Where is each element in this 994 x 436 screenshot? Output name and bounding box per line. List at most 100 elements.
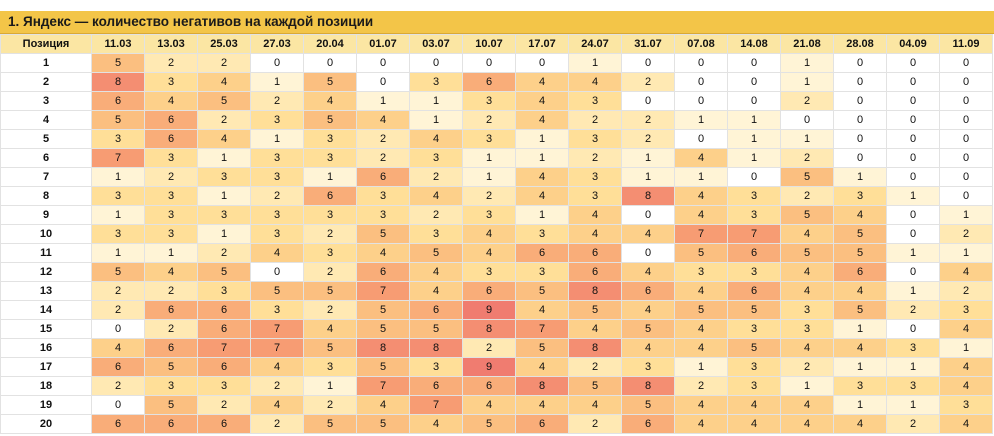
- cell-value[interactable]: 2: [568, 148, 622, 168]
- cell-value[interactable]: 6: [462, 281, 516, 301]
- cell-value[interactable]: 4: [939, 357, 993, 377]
- row-position-label[interactable]: 4: [0, 110, 92, 130]
- cell-value[interactable]: 3: [303, 357, 357, 377]
- cell-value[interactable]: 6: [144, 129, 198, 149]
- cell-value[interactable]: 3: [780, 300, 834, 320]
- header-date[interactable]: 17.07: [515, 34, 569, 54]
- cell-value[interactable]: 4: [144, 91, 198, 111]
- cell-value[interactable]: 1: [409, 110, 463, 130]
- cell-value[interactable]: 2: [462, 110, 516, 130]
- sheet-title-bar[interactable]: 1. Яндекс — количество негативов на кажд…: [0, 11, 994, 34]
- header-date[interactable]: 04.09: [886, 34, 940, 54]
- cell-value[interactable]: 4: [462, 395, 516, 415]
- cell-value[interactable]: 2: [409, 167, 463, 187]
- cell-value[interactable]: 8: [621, 376, 675, 396]
- cell-value[interactable]: 3: [356, 186, 410, 206]
- cell-value[interactable]: 6: [621, 281, 675, 301]
- cell-value[interactable]: 7: [197, 338, 251, 358]
- cell-value[interactable]: 5: [303, 338, 357, 358]
- cell-value[interactable]: 7: [727, 224, 781, 244]
- cell-value[interactable]: 2: [197, 53, 251, 73]
- cell-value[interactable]: 6: [303, 186, 357, 206]
- cell-value[interactable]: 4: [409, 129, 463, 149]
- cell-value[interactable]: 5: [780, 205, 834, 225]
- cell-value[interactable]: 4: [568, 319, 622, 339]
- cell-value[interactable]: 3: [91, 129, 145, 149]
- cell-value[interactable]: 6: [409, 300, 463, 320]
- cell-value[interactable]: 2: [621, 72, 675, 92]
- cell-value[interactable]: 3: [303, 129, 357, 149]
- row-position-label[interactable]: 5: [0, 129, 92, 149]
- cell-value[interactable]: 4: [250, 357, 304, 377]
- cell-value[interactable]: 5: [568, 376, 622, 396]
- cell-value[interactable]: 1: [409, 91, 463, 111]
- cell-value[interactable]: 2: [409, 205, 463, 225]
- cell-value[interactable]: 3: [515, 224, 569, 244]
- cell-value[interactable]: 2: [674, 376, 728, 396]
- cell-value[interactable]: 2: [303, 395, 357, 415]
- cell-value[interactable]: 0: [91, 395, 145, 415]
- cell-value[interactable]: 4: [515, 72, 569, 92]
- cell-value[interactable]: 5: [515, 281, 569, 301]
- header-date[interactable]: 14.08: [727, 34, 781, 54]
- cell-value[interactable]: 1: [674, 167, 728, 187]
- cell-value[interactable]: 3: [462, 91, 516, 111]
- cell-value[interactable]: 2: [462, 186, 516, 206]
- cell-value[interactable]: 1: [833, 395, 887, 415]
- cell-value[interactable]: 4: [409, 262, 463, 282]
- cell-value[interactable]: 1: [91, 243, 145, 263]
- cell-value[interactable]: 1: [833, 167, 887, 187]
- cell-value[interactable]: 4: [674, 148, 728, 168]
- cell-value[interactable]: 7: [91, 148, 145, 168]
- cell-value[interactable]: 3: [250, 224, 304, 244]
- cell-value[interactable]: 3: [144, 205, 198, 225]
- cell-value[interactable]: 5: [250, 281, 304, 301]
- header-position[interactable]: Позиция: [0, 34, 92, 54]
- cell-value[interactable]: 9: [462, 300, 516, 320]
- cell-value[interactable]: 1: [886, 186, 940, 206]
- cell-value[interactable]: 1: [621, 167, 675, 187]
- cell-value[interactable]: 4: [515, 186, 569, 206]
- cell-value[interactable]: 3: [568, 91, 622, 111]
- cell-value[interactable]: 0: [939, 186, 993, 206]
- cell-value[interactable]: 4: [250, 243, 304, 263]
- cell-value[interactable]: 5: [197, 262, 251, 282]
- cell-value[interactable]: 3: [303, 205, 357, 225]
- header-date[interactable]: 21.08: [780, 34, 834, 54]
- cell-value[interactable]: 1: [515, 129, 569, 149]
- cell-value[interactable]: 3: [674, 262, 728, 282]
- cell-value[interactable]: 5: [356, 224, 410, 244]
- cell-value[interactable]: 1: [886, 395, 940, 415]
- cell-value[interactable]: 6: [356, 167, 410, 187]
- cell-value[interactable]: 0: [833, 72, 887, 92]
- cell-value[interactable]: 1: [674, 357, 728, 377]
- cell-value[interactable]: 3: [91, 224, 145, 244]
- cell-value[interactable]: 4: [939, 414, 993, 434]
- cell-value[interactable]: 5: [144, 395, 198, 415]
- cell-value[interactable]: 1: [515, 205, 569, 225]
- cell-value[interactable]: 1: [780, 53, 834, 73]
- cell-value[interactable]: 6: [197, 414, 251, 434]
- cell-value[interactable]: 3: [144, 148, 198, 168]
- cell-value[interactable]: 8: [515, 376, 569, 396]
- cell-value[interactable]: 4: [833, 281, 887, 301]
- cell-value[interactable]: 4: [833, 414, 887, 434]
- row-position-label[interactable]: 16: [0, 338, 92, 358]
- cell-value[interactable]: 5: [568, 300, 622, 320]
- cell-value[interactable]: 4: [515, 357, 569, 377]
- cell-value[interactable]: 1: [939, 243, 993, 263]
- cell-value[interactable]: 2: [621, 129, 675, 149]
- cell-value[interactable]: 5: [674, 300, 728, 320]
- cell-value[interactable]: 3: [144, 72, 198, 92]
- cell-value[interactable]: 1: [939, 338, 993, 358]
- cell-value[interactable]: 4: [356, 243, 410, 263]
- cell-value[interactable]: 4: [568, 224, 622, 244]
- cell-value[interactable]: 4: [568, 205, 622, 225]
- cell-value[interactable]: 4: [674, 205, 728, 225]
- cell-value[interactable]: 4: [780, 395, 834, 415]
- cell-value[interactable]: 3: [621, 357, 675, 377]
- cell-value[interactable]: 4: [568, 395, 622, 415]
- cell-value[interactable]: 3: [727, 357, 781, 377]
- cell-value[interactable]: 4: [515, 110, 569, 130]
- row-position-label[interactable]: 12: [0, 262, 92, 282]
